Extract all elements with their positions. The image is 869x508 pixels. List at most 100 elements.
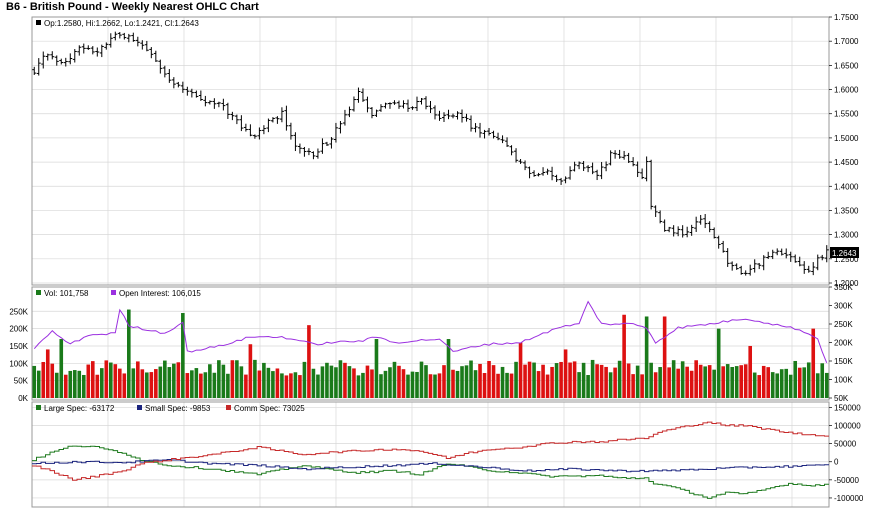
- volume-bar: [536, 371, 541, 398]
- ohlc-bar: [333, 122, 338, 143]
- cot-tick-label: 150000: [834, 403, 861, 412]
- ohlc-bar: [469, 115, 474, 132]
- price-tick-label: 1.3500: [834, 206, 859, 215]
- ohlc-bar: [563, 176, 568, 184]
- price-panel-frame: [31, 16, 830, 286]
- volume-bar: [77, 370, 82, 398]
- ohlc-bar: [442, 112, 447, 123]
- ohlc-bar: [433, 105, 438, 120]
- open-interest-line: [33, 300, 828, 363]
- volume-bar: [343, 362, 347, 398]
- volume-tick-label: 250K: [9, 307, 28, 316]
- price-tick-label: 1.7500: [834, 13, 859, 22]
- volume-bar: [532, 362, 536, 398]
- ohlc-bar: [149, 47, 154, 59]
- volume-bar: [617, 360, 622, 398]
- ohlc-bar: [811, 262, 816, 276]
- ohlc-bar: [54, 55, 59, 66]
- ohlc-bar: [99, 44, 104, 58]
- oi-tick-label: 150K: [834, 357, 853, 366]
- ohlc-bar: [487, 128, 492, 136]
- volume-bar: [163, 360, 167, 398]
- chart-title: B6 - British Pound - Weekly Nearest OHLC…: [6, 1, 259, 13]
- ohlc-bar: [266, 118, 271, 133]
- volume-bar: [707, 365, 712, 398]
- oi-tick-label: 350K: [834, 283, 853, 292]
- volume-bar: [437, 373, 442, 398]
- volume-bar: [392, 361, 397, 398]
- volume-bar: [284, 375, 289, 398]
- volume-tick-label: 200K: [9, 325, 28, 334]
- ohlc-bar: [545, 168, 550, 175]
- ohlc-bar: [748, 264, 753, 276]
- volume-bar: [370, 369, 374, 398]
- ohlc-bar: [626, 152, 631, 163]
- oi-legend-text: Open Interest: 106,015: [119, 289, 201, 298]
- volume-bar: [496, 373, 500, 398]
- volume-bar: [113, 364, 118, 398]
- volume-bar: [698, 364, 703, 398]
- ohlc-bar: [649, 159, 654, 210]
- volume-bar: [154, 369, 158, 398]
- comm-spec-line: [32, 421, 829, 481]
- small-spec-legend: Small Spec: -9853: [145, 404, 211, 413]
- volume-bar: [743, 364, 748, 398]
- ohlc-bar: [644, 156, 649, 182]
- volume-bar: [806, 362, 811, 398]
- ohlc-bar: [135, 36, 140, 47]
- cot-tick-label: -50000: [834, 476, 859, 485]
- volume-bar: [622, 314, 626, 398]
- ohlc-bar: [604, 161, 609, 172]
- volume-bar: [176, 362, 181, 398]
- ohlc-bar: [95, 47, 100, 57]
- volume-bar: [685, 366, 689, 398]
- ohlc-bar: [414, 96, 419, 112]
- ohlc-bar: [721, 240, 726, 253]
- price-legend-swatch: [36, 20, 41, 25]
- volume-bar: [280, 373, 284, 398]
- ohlc-bar: [212, 98, 217, 109]
- volume-bar: [554, 363, 559, 398]
- volume-bar: [63, 374, 68, 398]
- ohlc-bar: [739, 265, 744, 275]
- ohlc-bar: [766, 251, 771, 259]
- ohlc-bar: [658, 210, 663, 224]
- volume-bar: [59, 339, 64, 398]
- ohlc-bar: [707, 221, 712, 233]
- volume-bar: [428, 374, 433, 398]
- volume-legend: Vol: 101,758 Open Interest: 106,015: [36, 289, 201, 298]
- ohlc-bar: [126, 33, 131, 43]
- last-price-box: [830, 247, 859, 258]
- cot-tick-label: 100000: [834, 422, 861, 431]
- ohlc-bar: [320, 138, 325, 154]
- volume-bar: [72, 370, 77, 398]
- ohlc-bar: [550, 166, 555, 181]
- volume-bar: [784, 368, 789, 398]
- ohlc-bar: [140, 40, 145, 50]
- ohlc-bar: [451, 113, 456, 119]
- volume-layer: [32, 309, 829, 398]
- ohlc-bar: [189, 88, 194, 98]
- volume-bar: [253, 359, 257, 398]
- volume-bar: [90, 361, 95, 398]
- volume-bar: [613, 367, 617, 398]
- ohlc-bar: [793, 254, 798, 263]
- ohlc-bar: [586, 165, 591, 173]
- volume-bar: [658, 367, 662, 398]
- volume-bar: [671, 360, 676, 398]
- ohlc-bar: [518, 159, 523, 164]
- ohlc-bar: [311, 151, 316, 160]
- ohlc-bar: [180, 81, 185, 93]
- volume-bar: [608, 372, 613, 398]
- volume-bar: [325, 362, 329, 398]
- volume-bar: [514, 361, 518, 398]
- volume-bar: [766, 367, 771, 398]
- ohlc-bar: [234, 114, 239, 125]
- price-tick-label: 1.5500: [834, 110, 859, 119]
- ohlc-bar: [689, 224, 694, 236]
- volume-bar: [293, 372, 298, 398]
- volume-bar: [388, 367, 392, 398]
- ohlc-bar: [608, 150, 613, 166]
- ohlc-bar: [144, 40, 149, 52]
- volume-bar: [680, 361, 685, 398]
